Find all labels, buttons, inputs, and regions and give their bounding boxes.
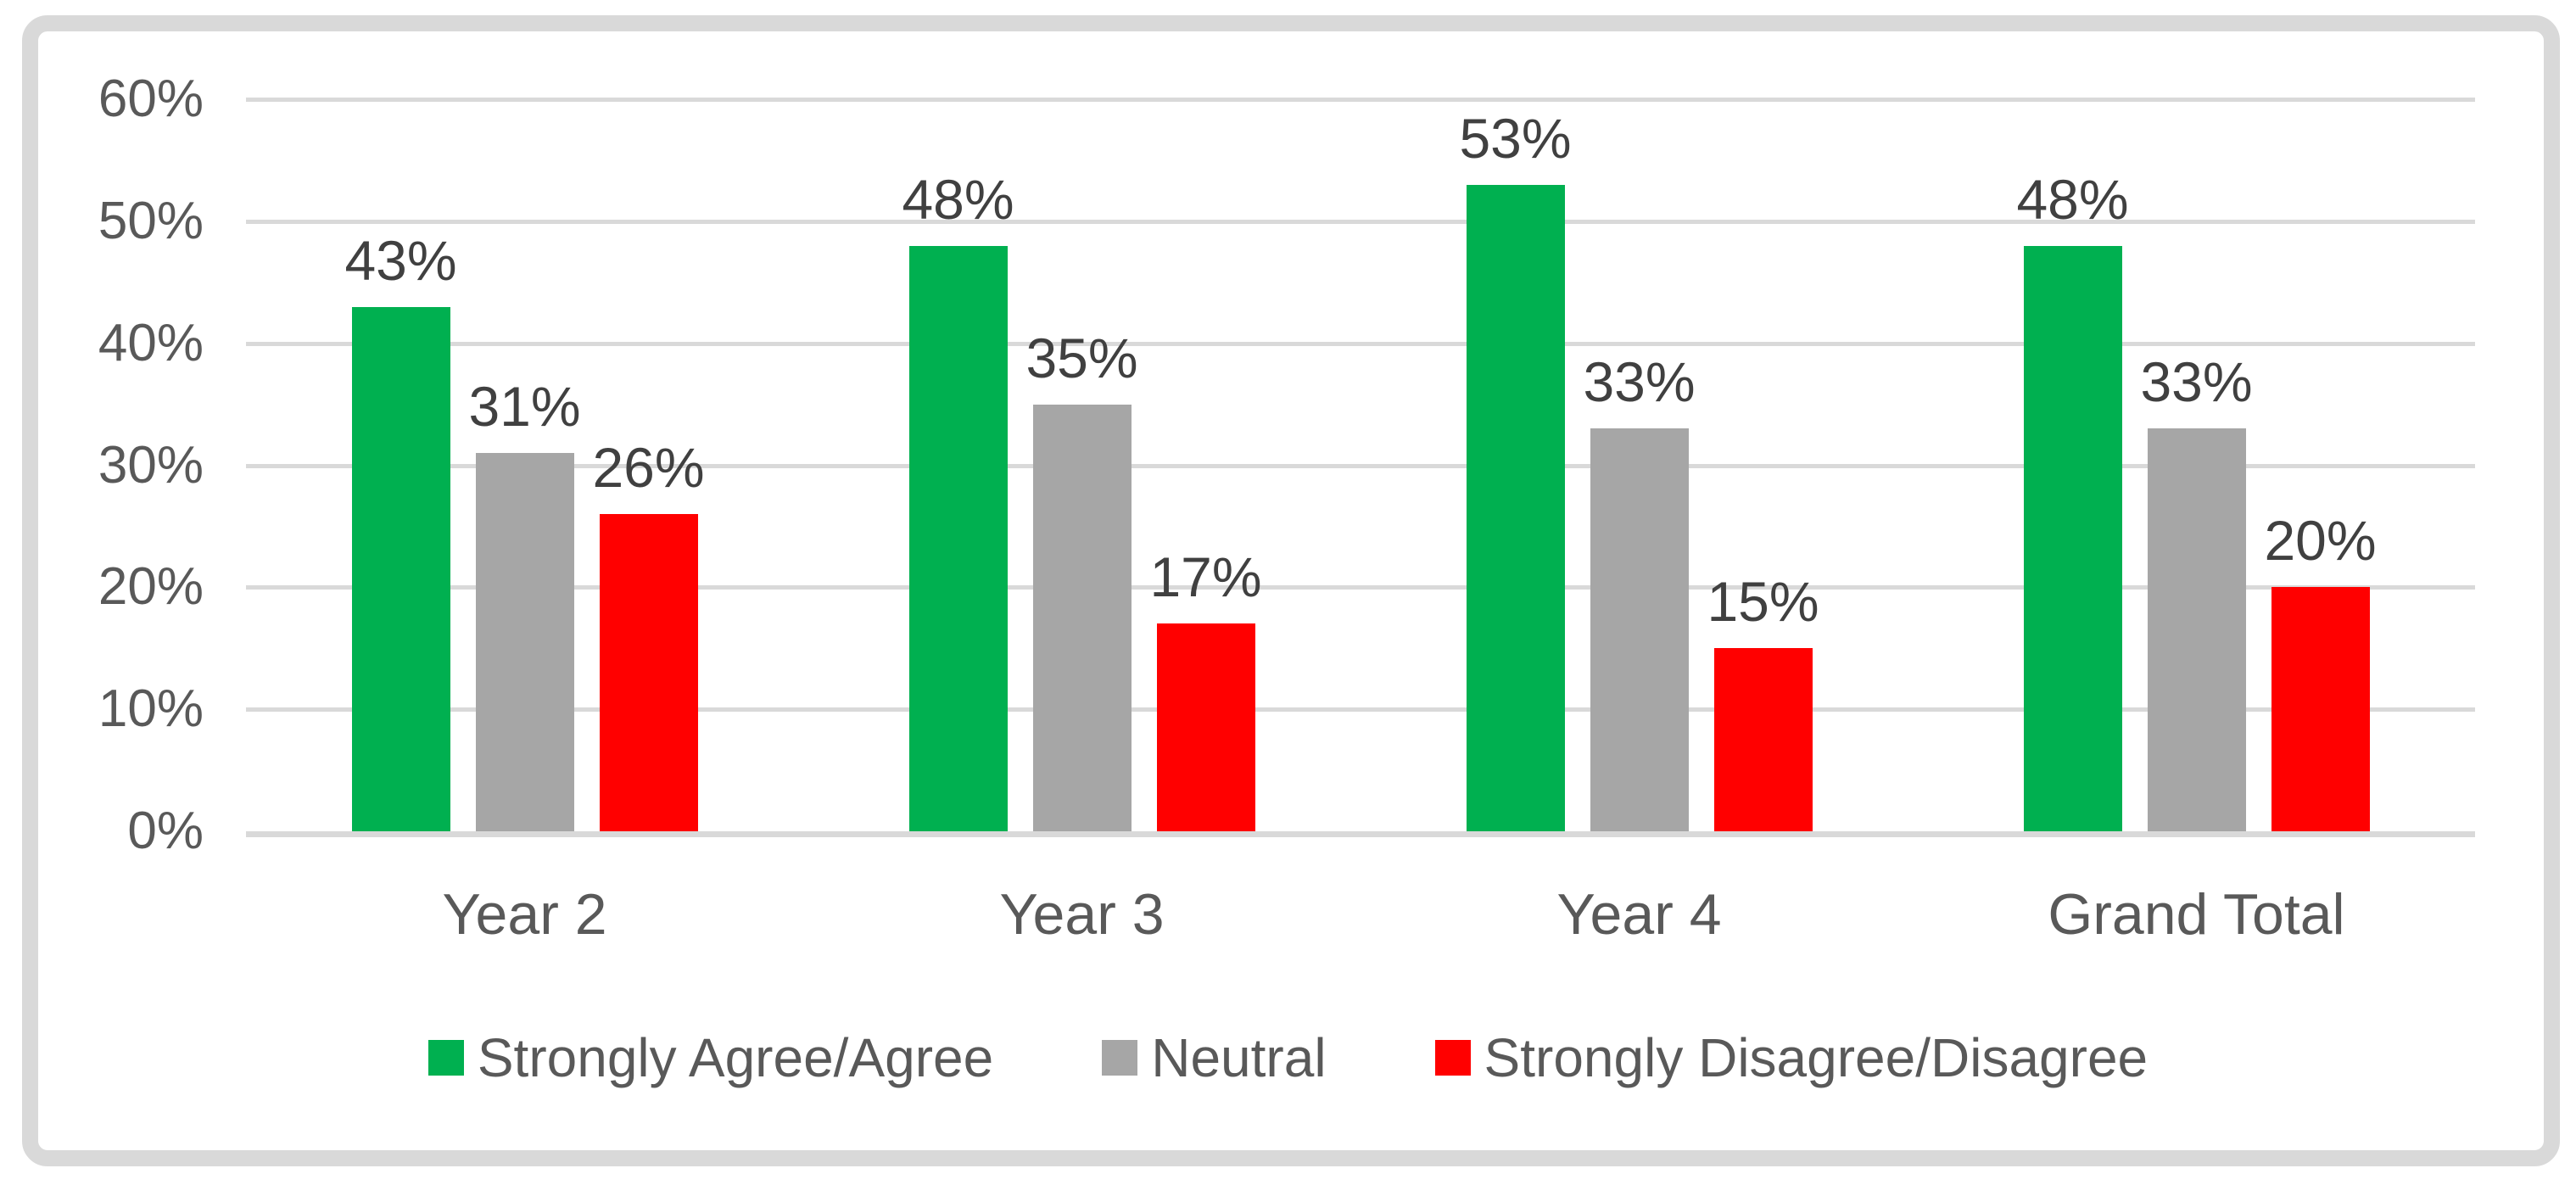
bar-value-label: 33% bbox=[2140, 350, 2253, 414]
y-axis-tick-label: 0% bbox=[127, 802, 204, 860]
bar-neutral-grand-total: 33% bbox=[2140, 354, 2253, 831]
gridline bbox=[246, 585, 2475, 590]
bar-strongly-disagree-disagree-year-3: 17% bbox=[1149, 549, 1262, 831]
bar-value-label: 48% bbox=[2016, 167, 2129, 231]
bar-strongly-agree-agree-grand-total: 48% bbox=[2016, 171, 2129, 831]
legend-label: Strongly Disagree/Disagree bbox=[1484, 1027, 2149, 1088]
bar-strongly-disagree-disagree-year-4: 15% bbox=[1707, 573, 1819, 831]
bar-strongly-agree-agree-year-2: 43% bbox=[344, 232, 457, 831]
bar-group-year-2: 43% 31% 26% bbox=[246, 99, 803, 831]
bar-value-label: 15% bbox=[1707, 570, 1819, 634]
bar-value-label: 26% bbox=[592, 436, 705, 500]
bar-group-grand-total: 48% 33% 20% bbox=[1918, 99, 2475, 831]
bar-neutral-year-4: 33% bbox=[1583, 354, 1696, 831]
y-axis-tick-label: 40% bbox=[98, 313, 204, 372]
y-axis-tick-label: 60% bbox=[98, 70, 204, 128]
bar-group-year-3: 48% 35% 17% bbox=[803, 99, 1361, 831]
chart-legend: Strongly Agree/Agree Neutral Strongly Disa… bbox=[0, 1020, 2576, 1096]
y-axis-tick-label: 50% bbox=[98, 191, 204, 250]
legend-color-swatch bbox=[1102, 1040, 1138, 1076]
legend-item-neutral: Neutral bbox=[1102, 1027, 1327, 1088]
gridline bbox=[246, 98, 2475, 102]
gridline bbox=[246, 341, 2475, 346]
bar-value-label: 48% bbox=[902, 167, 1014, 231]
x-axis-label-year-3: Year 3 bbox=[999, 882, 1165, 947]
x-axis-label-year-2: Year 2 bbox=[442, 882, 607, 947]
bar-value-label: 53% bbox=[1459, 106, 1572, 170]
legend-color-swatch bbox=[1434, 1040, 1471, 1076]
bar-strongly-agree-agree-year-4: 53% bbox=[1459, 110, 1572, 831]
gridline bbox=[246, 219, 2475, 224]
bar-value-label: 43% bbox=[344, 228, 457, 292]
bar-neutral-year-2: 31% bbox=[468, 378, 581, 831]
bar-value-label: 20% bbox=[2264, 509, 2377, 573]
bar-neutral-year-3: 35% bbox=[1025, 330, 1138, 831]
legend-label: Strongly Agree/Agree bbox=[477, 1027, 994, 1088]
gridline bbox=[246, 707, 2475, 713]
legend-item-strongly-agree-agree: Strongly Agree/Agree bbox=[427, 1027, 994, 1088]
y-axis-tick-label: 30% bbox=[98, 435, 204, 495]
y-axis-tick-label: 10% bbox=[98, 679, 204, 739]
x-axis-label-year-4: Year 4 bbox=[1556, 882, 1722, 947]
legend-label: Neutral bbox=[1151, 1027, 1327, 1088]
legend-item-strongly-disagree-disagree: Strongly Disagree/Disagree bbox=[1434, 1027, 2149, 1088]
bar-value-label: 31% bbox=[468, 375, 581, 439]
bar-strongly-disagree-disagree-grand-total: 20% bbox=[2264, 512, 2377, 831]
x-axis-label-grand-total: Grand Total bbox=[2048, 882, 2345, 947]
bar-strongly-agree-agree-year-3: 48% bbox=[902, 171, 1014, 831]
x-axis-line bbox=[246, 831, 2475, 837]
bar-strongly-disagree-disagree-year-2: 26% bbox=[592, 439, 705, 831]
bar-group-year-4: 53% 33% 15% bbox=[1361, 99, 1918, 831]
bar-value-label: 33% bbox=[1583, 350, 1696, 414]
legend-color-swatch bbox=[427, 1040, 464, 1076]
y-axis-tick-label: 20% bbox=[98, 557, 204, 617]
bar-value-label: 35% bbox=[1025, 326, 1138, 389]
gridline bbox=[246, 463, 2475, 468]
bar-value-label: 17% bbox=[1149, 545, 1262, 609]
